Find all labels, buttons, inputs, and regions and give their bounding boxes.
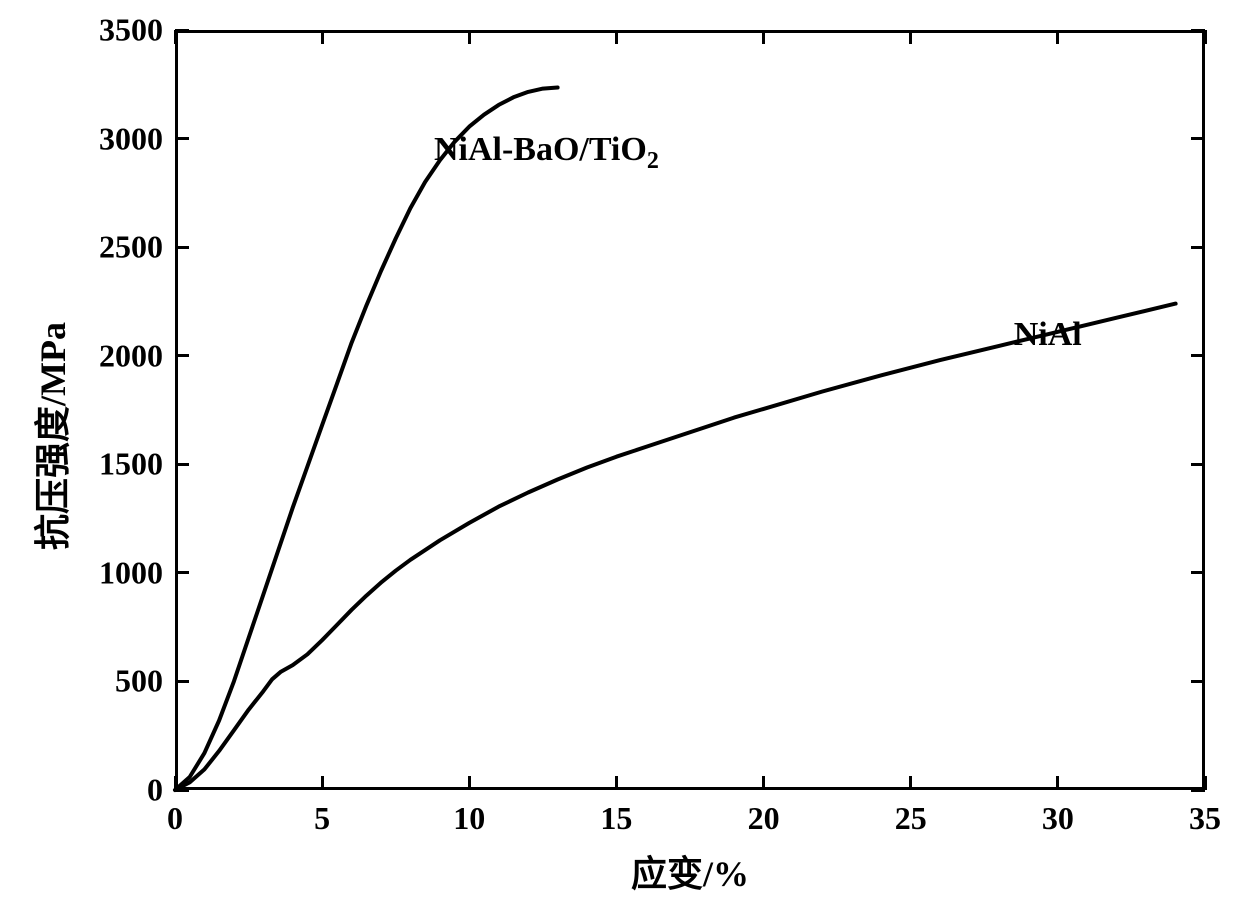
plot-area (175, 30, 1205, 790)
y-tick (175, 789, 189, 792)
x-tick (909, 30, 912, 44)
y-tick (1191, 463, 1205, 466)
x-tick (468, 776, 471, 790)
x-tick-label: 10 (453, 800, 485, 837)
x-tick (174, 30, 177, 44)
y-tick-label: 0 (147, 772, 163, 809)
y-tick (175, 29, 189, 32)
y-tick (1191, 789, 1205, 792)
chart-container: 0 5 10 15 20 25 30 35 0 500 1000 1500 2000 2500 3000 35… (0, 0, 1240, 908)
y-tick-label: 3000 (99, 120, 163, 157)
y-tick-label: 1000 (99, 554, 163, 591)
x-tick-label: 30 (1042, 800, 1074, 837)
x-tick (615, 776, 618, 790)
x-axis-label: 应变/% (631, 845, 749, 897)
y-tick-label: 2000 (99, 337, 163, 374)
y-tick-label: 3500 (99, 12, 163, 49)
x-tick-label: 0 (167, 800, 183, 837)
x-tick (321, 30, 324, 44)
y-tick (1191, 571, 1205, 574)
y-tick (1191, 246, 1205, 249)
x-tick (321, 776, 324, 790)
x-tick (615, 30, 618, 44)
y-tick (1191, 680, 1205, 683)
y-tick (175, 137, 189, 140)
x-tick (909, 776, 912, 790)
x-tick (1056, 776, 1059, 790)
x-tick (468, 30, 471, 44)
x-tick-label: 15 (600, 800, 632, 837)
y-tick (175, 463, 189, 466)
x-tick (762, 776, 765, 790)
x-tick-label: 20 (748, 800, 780, 837)
y-tick-label: 2500 (99, 229, 163, 266)
y-tick (175, 354, 189, 357)
y-tick (1191, 29, 1205, 32)
series-label-NiAl: NiAl (1014, 316, 1082, 354)
y-axis-label: 抗压强度/MPa (24, 322, 76, 550)
x-tick-label: 5 (314, 800, 330, 837)
x-tick-label: 25 (895, 800, 927, 837)
series-label-NiAl-BaO/TiO2: NiAl-BaO/TiO2 (434, 131, 659, 175)
y-tick (175, 571, 189, 574)
x-tick (1204, 30, 1207, 44)
y-tick (1191, 137, 1205, 140)
y-tick (1191, 354, 1205, 357)
y-tick-label: 500 (115, 663, 163, 700)
x-tick-label: 35 (1189, 800, 1221, 837)
x-tick (762, 30, 765, 44)
y-tick-label: 1500 (99, 446, 163, 483)
y-tick (175, 680, 189, 683)
x-tick (1056, 30, 1059, 44)
y-tick (175, 246, 189, 249)
